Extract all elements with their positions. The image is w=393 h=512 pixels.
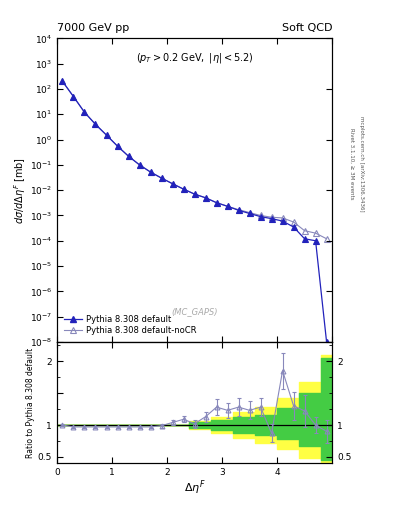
Text: Rivet 3.1.10, ≥ 3M events: Rivet 3.1.10, ≥ 3M events <box>349 128 354 200</box>
Legend: Pythia 8.308 default, Pythia 8.308 default-noCR: Pythia 8.308 default, Pythia 8.308 defau… <box>61 312 199 338</box>
Text: mcplots.cern.ch [arXiv:1306.3436]: mcplots.cern.ch [arXiv:1306.3436] <box>359 116 364 211</box>
Text: (MC_GAPS): (MC_GAPS) <box>171 307 218 316</box>
Y-axis label: $d\sigma/d\Delta\eta^{F}$ [mb]: $d\sigma/d\Delta\eta^{F}$ [mb] <box>13 157 28 224</box>
Y-axis label: Ratio to Pythia 8.308 default: Ratio to Pythia 8.308 default <box>26 348 35 458</box>
Text: 7000 GeV pp: 7000 GeV pp <box>57 23 129 33</box>
Text: Soft QCD: Soft QCD <box>282 23 332 33</box>
Text: $(p_T > 0.2\ \mathrm{GeV},\ |\eta| < 5.2)$: $(p_T > 0.2\ \mathrm{GeV},\ |\eta| < 5.2… <box>136 51 253 65</box>
X-axis label: $\Delta\eta^{F}$: $\Delta\eta^{F}$ <box>184 479 206 497</box>
